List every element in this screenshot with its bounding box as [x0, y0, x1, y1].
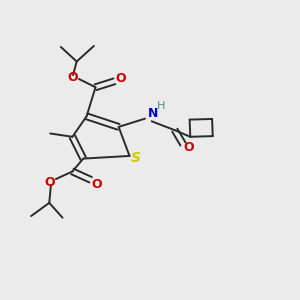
Text: H: H [156, 101, 165, 111]
Text: O: O [115, 72, 126, 85]
Text: O: O [91, 178, 102, 191]
Text: O: O [44, 176, 55, 189]
Text: S: S [130, 151, 140, 165]
Text: N: N [148, 107, 158, 120]
Text: O: O [67, 71, 78, 84]
Text: O: O [184, 141, 194, 154]
